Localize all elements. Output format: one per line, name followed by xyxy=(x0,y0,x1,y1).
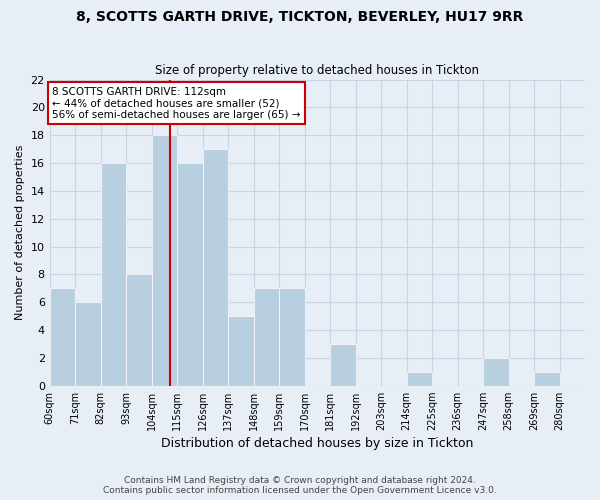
Bar xyxy=(228,316,254,386)
Bar xyxy=(254,288,279,386)
Bar xyxy=(126,274,152,386)
Y-axis label: Number of detached properties: Number of detached properties xyxy=(15,145,25,320)
Text: Contains HM Land Registry data © Crown copyright and database right 2024.
Contai: Contains HM Land Registry data © Crown c… xyxy=(103,476,497,495)
Bar xyxy=(101,163,126,386)
Bar xyxy=(177,163,203,386)
Bar xyxy=(279,288,305,386)
Bar xyxy=(75,302,101,386)
Bar xyxy=(483,358,509,386)
Bar xyxy=(152,135,177,386)
Bar xyxy=(407,372,432,386)
X-axis label: Distribution of detached houses by size in Tickton: Distribution of detached houses by size … xyxy=(161,437,473,450)
Bar xyxy=(203,149,228,386)
Bar xyxy=(534,372,560,386)
Bar xyxy=(330,344,356,386)
Text: 8, SCOTTS GARTH DRIVE, TICKTON, BEVERLEY, HU17 9RR: 8, SCOTTS GARTH DRIVE, TICKTON, BEVERLEY… xyxy=(76,10,524,24)
Text: 8 SCOTTS GARTH DRIVE: 112sqm
← 44% of detached houses are smaller (52)
56% of se: 8 SCOTTS GARTH DRIVE: 112sqm ← 44% of de… xyxy=(52,86,301,120)
Bar xyxy=(50,288,75,386)
Title: Size of property relative to detached houses in Tickton: Size of property relative to detached ho… xyxy=(155,64,479,77)
